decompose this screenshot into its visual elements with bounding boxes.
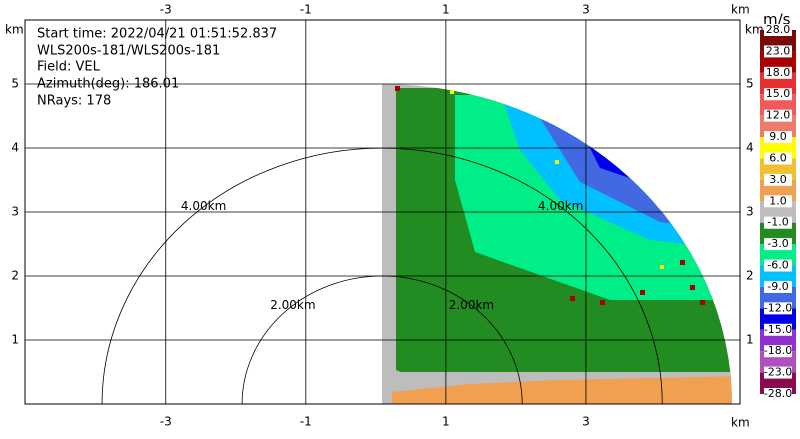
x-tick-label: 3 (582, 3, 590, 17)
x-tick-label: -3 (160, 3, 172, 17)
colorbar-label-bg (764, 238, 792, 251)
colorbar-tick-label: 3.0 (769, 173, 787, 186)
colorbar-label-bg (764, 388, 792, 400)
x-tick-label: 3 (582, 415, 590, 429)
y-tick-label: 1 (746, 333, 754, 347)
x-tick-label: -3 (160, 415, 172, 429)
range-ring (101, 148, 663, 405)
colorbar-label-bg (764, 259, 792, 272)
colorbar-label-bg (764, 302, 792, 315)
colorbar-tick-label: -28.0 (764, 387, 792, 400)
colorbar-tick-label: 6.0 (769, 151, 787, 164)
colorbar-label-bg (764, 88, 792, 101)
colorbar-label-bg (764, 24, 792, 36)
colorbar-tick-label: 23.0 (766, 44, 791, 57)
x-tick-label: -1 (300, 3, 312, 17)
y-tick-label: 3 (11, 205, 19, 219)
x-tick-label: -1 (300, 415, 312, 429)
ring-label: 2.00km (449, 298, 494, 312)
colorbar-label-bg (764, 45, 792, 58)
y-tick-label: 1 (11, 333, 19, 347)
colorbar-label-bg (764, 152, 792, 165)
colorbar-tick-label: -1.0 (767, 216, 788, 229)
x-axis-label: km (731, 416, 750, 430)
colorbar-tick-label: -6.0 (767, 259, 788, 272)
colorbar-label-bg (764, 345, 792, 358)
velocity-field (382, 84, 732, 404)
colorbar-tick-label: -12.0 (764, 301, 792, 314)
y-tick-label: 2 (11, 269, 19, 283)
colorbar-tick-label: 1.0 (769, 194, 787, 207)
y-tick-label: 4 (11, 141, 19, 155)
colorbar-tick-label: 9.0 (769, 130, 787, 143)
colorbar-label-bg (764, 280, 792, 293)
colorbar-label-bg (764, 109, 792, 122)
colorbar-label-bg (764, 131, 792, 144)
annotation: WLS200s-181/WLS200s-181 (37, 44, 220, 59)
annotation: NRays: 178 (37, 94, 111, 109)
ring-label: 4.00km (181, 199, 226, 213)
colorbar-label-bg (764, 323, 792, 336)
y-axis-label: km (5, 23, 24, 37)
colorbar-tick-label: 28.0 (766, 23, 791, 36)
y-tick-label: 5 (746, 77, 754, 91)
colorbar-tick-label: -15.0 (764, 323, 792, 336)
ring-label: 2.00km (270, 298, 315, 312)
x-axis-label: km (731, 3, 750, 17)
colorbar-tick-label: -18.0 (764, 344, 792, 357)
colorbar-label-bg (764, 195, 792, 208)
y-tick-label: 4 (746, 141, 754, 155)
range-ring (241, 275, 523, 405)
y-axis-label: km (745, 23, 764, 37)
colorbar-tick-label: 15.0 (766, 87, 791, 100)
annotation: Field: VEL (37, 60, 101, 75)
y-tick-label: 5 (11, 77, 19, 91)
x-tick-label: 1 (442, 415, 450, 429)
colorbar-label-bg (764, 66, 792, 79)
colorbar-tick-label: 18.0 (766, 66, 791, 79)
ring-label: 4.00km (538, 199, 583, 213)
x-tick-label: 1 (442, 3, 450, 17)
colorbar-tick-label: 12.0 (766, 109, 791, 122)
colorbar-tick-label: -9.0 (767, 280, 788, 293)
y-tick-label: 3 (746, 205, 754, 219)
colorbar-label-bg (764, 173, 792, 186)
colorbar-label-bg (764, 366, 792, 379)
colorbar-tick-label: -23.0 (764, 366, 792, 379)
colorbar-tick-label: -3.0 (767, 237, 788, 250)
y-tick-label: 2 (746, 269, 754, 283)
annotation: Start time: 2022/04/21 01:51:52.837 (37, 27, 277, 42)
colorbar-label-bg (764, 216, 792, 229)
